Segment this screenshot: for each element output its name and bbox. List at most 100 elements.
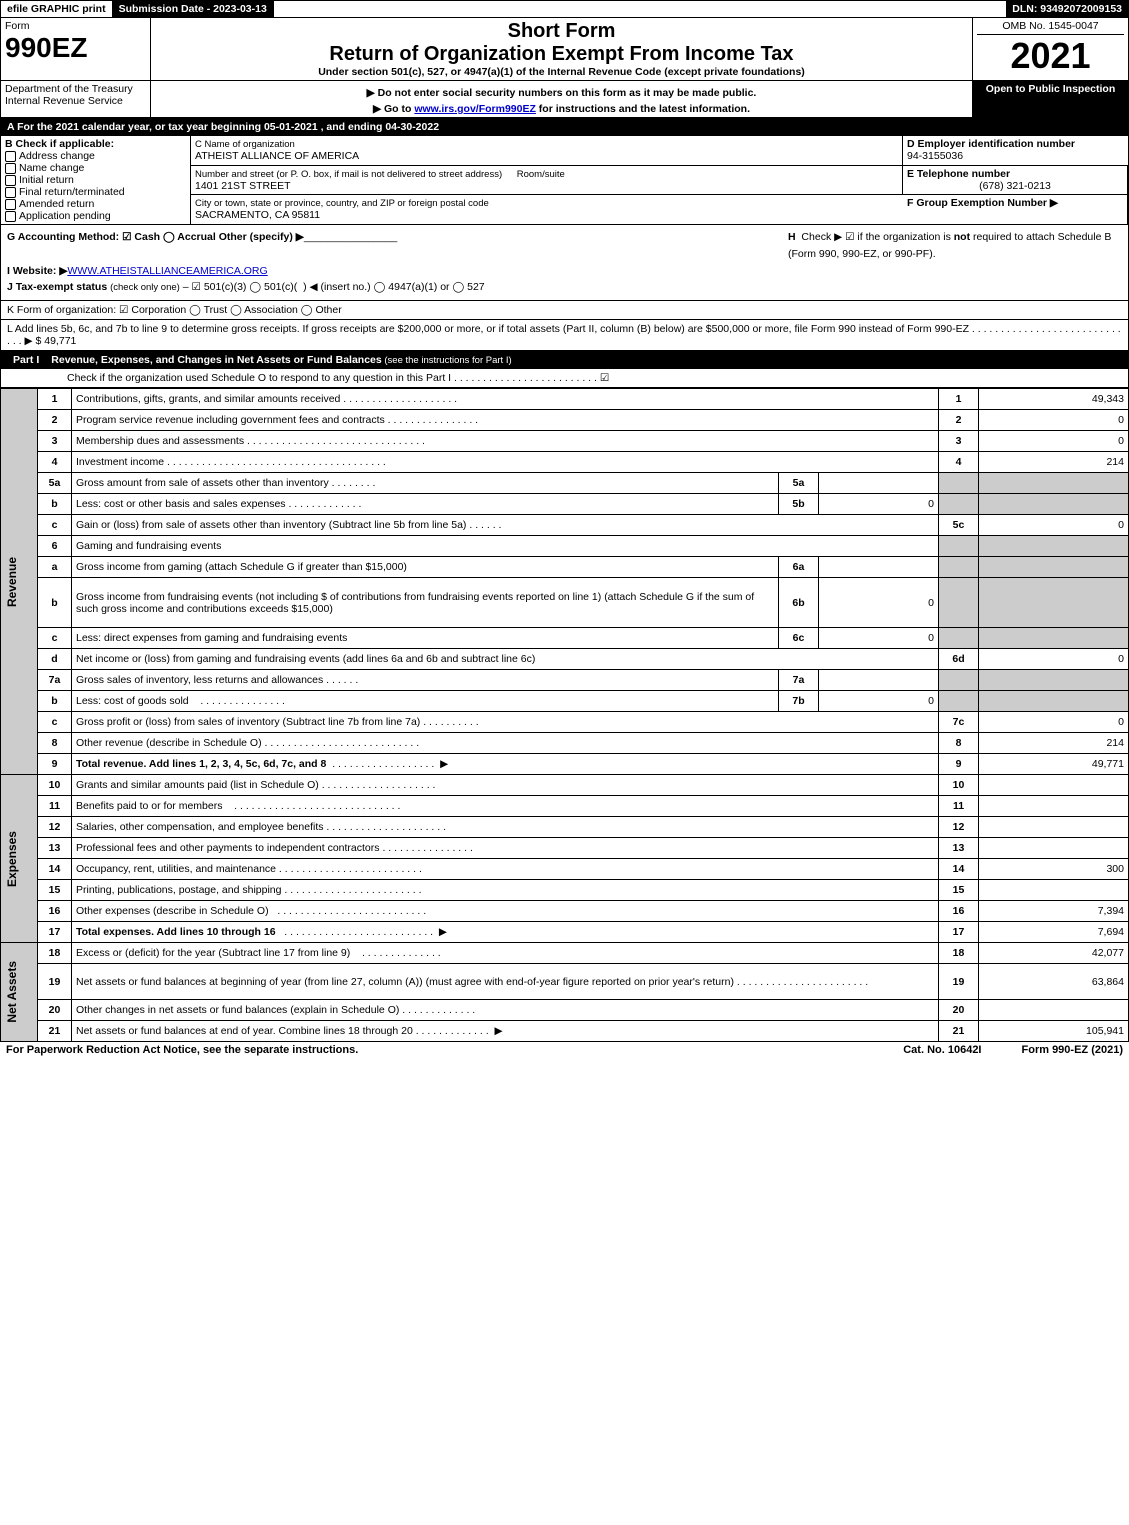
val-13 (979, 838, 1129, 859)
chk-amended[interactable] (5, 199, 16, 210)
chk-pending[interactable] (5, 211, 16, 222)
g-blank: ________________ (304, 231, 397, 243)
form-table: Revenue 1 Contributions, gifts, grants, … (0, 388, 1129, 1042)
c-city-label: City or town, state or province, country… (195, 198, 489, 209)
grey-7b (939, 691, 979, 712)
d-5a: Gross amount from sale of assets other t… (76, 477, 329, 489)
box-6d: 6d (939, 649, 979, 670)
ln-6b: b (38, 578, 72, 628)
f-label: F Group Exemption Number ▶ (907, 197, 1058, 209)
chk-final[interactable] (5, 187, 16, 198)
c-room-label: Room/suite (517, 169, 565, 180)
grey-7a (939, 670, 979, 691)
ln-1: 1 (38, 389, 72, 410)
sv-7b: 0 (819, 691, 939, 712)
street-value: 1401 21ST STREET (195, 180, 291, 192)
box-f: F Group Exemption Number ▶ (903, 195, 1128, 225)
section-ghijkl: G Accounting Method: ☑ Cash ◯ Accrual Ot… (0, 225, 1129, 301)
line-j: J Tax-exempt status (check only one) – ☑… (7, 279, 782, 296)
part1-header: Part I Revenue, Expenses, and Changes in… (0, 351, 1129, 369)
part1-tag: Part I (7, 354, 45, 366)
d-6b: Gross income from fundraising events (no… (72, 578, 779, 628)
val-5c: 0 (979, 515, 1129, 536)
ln-15: 15 (38, 880, 72, 901)
val-9: 49,771 (979, 754, 1129, 775)
ln-8: 8 (38, 733, 72, 754)
e-label: E Telephone number (907, 168, 1010, 180)
website-link[interactable]: WWW.ATHEISTALLIANCEAMERICA.ORG (67, 265, 267, 277)
grey-6c (939, 628, 979, 649)
box-e: E Telephone number (678) 321-0213 (903, 166, 1128, 196)
d-6d: Net income or (loss) from gaming and fun… (72, 649, 939, 670)
opt-amended: Amended return (19, 198, 94, 210)
val-8: 214 (979, 733, 1129, 754)
omb-year-cell: OMB No. 1545-0047 2021 (973, 18, 1128, 81)
chk-name[interactable] (5, 163, 16, 174)
greyval-7b (979, 691, 1129, 712)
part1-title: Revenue, Expenses, and Changes in Net As… (45, 354, 1122, 366)
ln-17: 17 (38, 922, 72, 943)
box-21: 21 (939, 1021, 979, 1042)
ln-5b: b (38, 494, 72, 515)
omb-no: OMB No. 1545-0047 (977, 20, 1124, 35)
val-12 (979, 817, 1129, 838)
note-ssn: ▶ Do not enter social security numbers o… (155, 87, 968, 99)
ln-7a: 7a (38, 670, 72, 691)
box-5c: 5c (939, 515, 979, 536)
efile-label[interactable]: efile GRAPHIC print (1, 1, 113, 17)
opt-final: Final return/terminated (19, 186, 125, 198)
chk-initial[interactable] (5, 175, 16, 186)
d-4: Investment income (76, 456, 164, 468)
sv-7a (819, 670, 939, 691)
d-15: Printing, publications, postage, and shi… (76, 884, 281, 896)
sidebar-revenue: Revenue (5, 557, 19, 607)
ln-12: 12 (38, 817, 72, 838)
open-public: Open to Public Inspection (973, 81, 1128, 118)
ln-6d: d (38, 649, 72, 670)
ln-9: 9 (38, 754, 72, 775)
d-5b: Less: cost or other basis and sales expe… (76, 498, 286, 510)
sb-7a: 7a (779, 670, 819, 691)
box-17: 17 (939, 922, 979, 943)
opt-address: Address change (19, 150, 95, 162)
val-16: 7,394 (979, 901, 1129, 922)
line-k-text: K Form of organization: ☑ Corporation ◯ … (7, 304, 342, 316)
d-18: Excess or (deficit) for the year (Subtra… (76, 947, 350, 959)
val-11 (979, 796, 1129, 817)
line-l: L Add lines 5b, 6c, and 7b to line 9 to … (0, 320, 1129, 351)
box-c-city: City or town, state or province, country… (191, 195, 903, 225)
ln-3: 3 (38, 431, 72, 452)
d-9: Total revenue. Add lines 1, 2, 3, 4, 5c,… (76, 758, 326, 770)
greyval-6b (979, 578, 1129, 628)
opt-name: Name change (19, 162, 84, 174)
box-4: 4 (939, 452, 979, 473)
val-7c: 0 (979, 712, 1129, 733)
city-value: SACRAMENTO, CA 95811 (195, 209, 320, 221)
box-14: 14 (939, 859, 979, 880)
box-1: 1 (939, 389, 979, 410)
val-18: 42,077 (979, 943, 1129, 964)
d-7a: Gross sales of inventory, less returns a… (76, 674, 323, 686)
spacer (274, 1, 1006, 17)
ln-2: 2 (38, 410, 72, 431)
greyval-5b (979, 494, 1129, 515)
d-11: Benefits paid to or for members (76, 800, 222, 812)
grey-5a (939, 473, 979, 494)
d-6c: Less: direct expenses from gaming and fu… (72, 628, 779, 649)
box-8: 8 (939, 733, 979, 754)
box-16: 16 (939, 901, 979, 922)
d-5c: Gain or (loss) from sale of assets other… (76, 519, 466, 531)
box-18: 18 (939, 943, 979, 964)
irs-link[interactable]: www.irs.gov/Form990EZ (414, 103, 536, 115)
ln-7b: b (38, 691, 72, 712)
sb-6b: 6b (779, 578, 819, 628)
sidebar-netassets: Net Assets (5, 961, 19, 1023)
box-10: 10 (939, 775, 979, 796)
chk-address[interactable] (5, 151, 16, 162)
ln-19: 19 (38, 964, 72, 1000)
org-name: ATHEIST ALLIANCE OF AMERICA (195, 150, 359, 162)
dept-cell: Department of the Treasury Internal Reve… (1, 81, 151, 118)
row-a: A For the 2021 calendar year, or tax yea… (0, 118, 1129, 136)
sv-6a (819, 557, 939, 578)
val-15 (979, 880, 1129, 901)
